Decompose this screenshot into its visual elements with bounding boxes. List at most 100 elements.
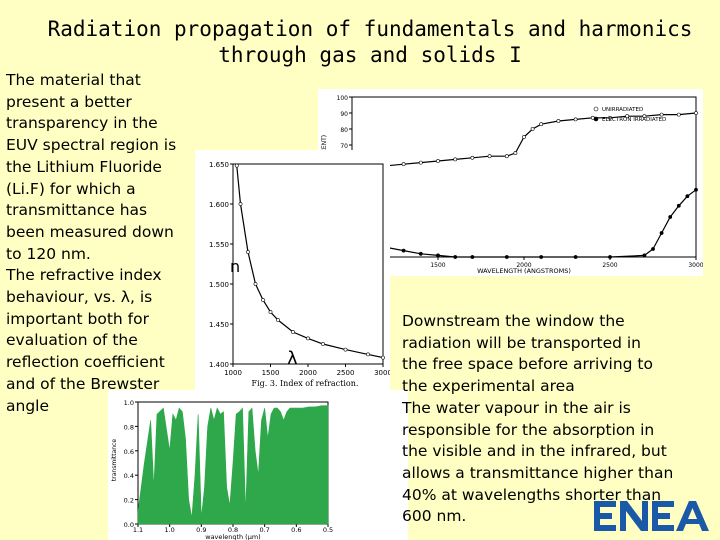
air-line: 600 nm. xyxy=(402,507,467,526)
data-point xyxy=(522,135,526,139)
data-point xyxy=(238,202,243,206)
data-point xyxy=(436,159,440,163)
data-point xyxy=(608,115,612,120)
lif-line: transmittance has xyxy=(6,201,148,220)
lif-line: reflection coefficient xyxy=(6,353,165,372)
air-line: responsible for the absorption in xyxy=(402,420,655,439)
data-point xyxy=(608,255,612,259)
data-point xyxy=(246,250,250,254)
y-tick-label: 0.4 xyxy=(124,472,134,480)
y-tick-label: 1.500 xyxy=(209,281,229,289)
air-line: the experimental area xyxy=(402,377,575,396)
x-tick-label: 2500 xyxy=(337,369,355,377)
x-axis-label: WAVELENGTH (ANGSTROMS) xyxy=(477,267,571,275)
legend-item: UNIRRADIATED xyxy=(602,107,643,113)
data-point xyxy=(487,154,492,159)
water-vapour-chart: 1.1 1.0 0.9 0.8 0.7 0.6 0.5 0.0 0.2 0.4 0.6 0.8 1.0 w… xyxy=(108,390,408,540)
data-point xyxy=(539,122,544,127)
data-point xyxy=(513,151,518,155)
air-line: the free space before arriving to xyxy=(402,355,653,374)
data-point xyxy=(694,187,698,192)
data-point xyxy=(276,318,280,322)
data-point xyxy=(573,255,578,259)
data-point xyxy=(470,255,475,259)
series-line xyxy=(360,112,697,250)
y-tick-label: 0.0 xyxy=(124,521,134,529)
x-tick-label: 1500 xyxy=(262,369,280,377)
lif-line: been measured down xyxy=(6,222,174,241)
data-point xyxy=(268,310,273,314)
x-tick-label: 0.5 xyxy=(323,526,333,534)
y-tick-label: 70 xyxy=(340,143,348,150)
data-point xyxy=(642,114,647,119)
data-point xyxy=(676,112,681,117)
data-point xyxy=(401,248,406,253)
series-area xyxy=(137,405,329,525)
data-point xyxy=(676,203,681,208)
y-tick-label: 80 xyxy=(340,127,348,134)
series-line xyxy=(236,165,384,359)
lif-line: the Lithium Fluoride xyxy=(6,157,162,176)
y-tick-label: 0.6 xyxy=(124,448,134,456)
data-point xyxy=(694,111,698,115)
x-axis-label: wavelength (μm) xyxy=(205,533,260,540)
lif-line: The material that xyxy=(6,71,141,89)
y-tick-label: 1.450 xyxy=(209,321,229,329)
data-point xyxy=(504,154,509,159)
lif-line: angle xyxy=(6,396,50,415)
x-axis-label: λ xyxy=(287,348,298,369)
y-tick-label: 90 xyxy=(340,111,348,118)
x-tick-label: 3000 xyxy=(688,262,703,269)
x-tick-label: 3000 xyxy=(374,369,390,377)
data-point xyxy=(253,282,258,286)
data-point xyxy=(306,336,310,341)
data-point xyxy=(573,117,578,122)
data-point xyxy=(504,255,509,259)
lif-line: evaluation of the xyxy=(6,331,138,350)
data-point xyxy=(530,127,535,131)
water-vapour-chart-svg: 1.1 1.0 0.9 0.8 0.7 0.6 0.5 0.0 0.2 0.4 0.6 0.8 1.0 w… xyxy=(111,399,333,540)
x-tick-label: 2000 xyxy=(516,262,531,269)
x-tick-label: 2000 xyxy=(299,369,317,377)
legend-marker xyxy=(593,106,599,112)
lif-description: The material that present a better transpa… xyxy=(6,70,211,417)
data-point xyxy=(556,119,561,123)
data-point xyxy=(659,231,664,235)
x-tick-label: 0.8 xyxy=(228,526,238,534)
data-point xyxy=(321,342,325,346)
lif-line: transparency in the xyxy=(6,114,158,133)
y-tick-label: 100 xyxy=(337,95,349,102)
chart-caption: Fig. 3. Index of refraction. xyxy=(252,379,359,388)
air-line: Downstream the window the xyxy=(402,312,625,330)
data-point xyxy=(436,253,440,258)
lif-line: (Li.F) for which a xyxy=(6,179,136,198)
y-tick-label: 1.550 xyxy=(209,241,229,249)
data-point xyxy=(470,155,475,160)
lif-line: and of the Brewster xyxy=(6,374,160,393)
plot-frame xyxy=(232,163,384,365)
y-tick-label: 1.650 xyxy=(209,161,229,169)
lif-line: The refractive index xyxy=(6,266,162,285)
data-point xyxy=(381,355,385,360)
y-axis-label: n xyxy=(230,257,240,276)
refractive-index-chart: 1000 1500 2000 2500 3000 1.400 1.450 1.500 1.550… xyxy=(195,150,390,390)
air-line: radiation will be transported in xyxy=(402,333,642,352)
lif-line: behaviour, vs. λ, is xyxy=(6,288,153,307)
data-point xyxy=(668,215,673,219)
refractive-index-chart-svg: 1000 1500 2000 2500 3000 1.400 1.450 1.500 1.550… xyxy=(209,161,390,388)
air-propagation-description: Downstream the window the radiation will … xyxy=(402,311,720,528)
lif-line: important both for xyxy=(6,309,149,328)
data-point xyxy=(651,247,655,251)
data-point xyxy=(685,194,690,199)
data-point xyxy=(453,255,458,259)
data-point xyxy=(539,255,544,259)
x-tick-label: 0.7 xyxy=(259,526,269,534)
data-point xyxy=(343,347,348,352)
y-tick-label: 1.600 xyxy=(209,201,229,209)
air-line: 40% at wavelengths shorter than xyxy=(402,485,662,504)
enea-logo-mark xyxy=(594,501,709,531)
x-tick-label: 1.1 xyxy=(133,526,143,534)
y-tick-label: 1.400 xyxy=(209,361,229,369)
legend-item: ELECTRON IRRADIATED xyxy=(602,117,666,123)
data-point xyxy=(291,330,295,334)
